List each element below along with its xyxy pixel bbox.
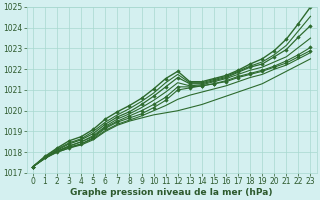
X-axis label: Graphe pression niveau de la mer (hPa): Graphe pression niveau de la mer (hPa) xyxy=(70,188,273,197)
